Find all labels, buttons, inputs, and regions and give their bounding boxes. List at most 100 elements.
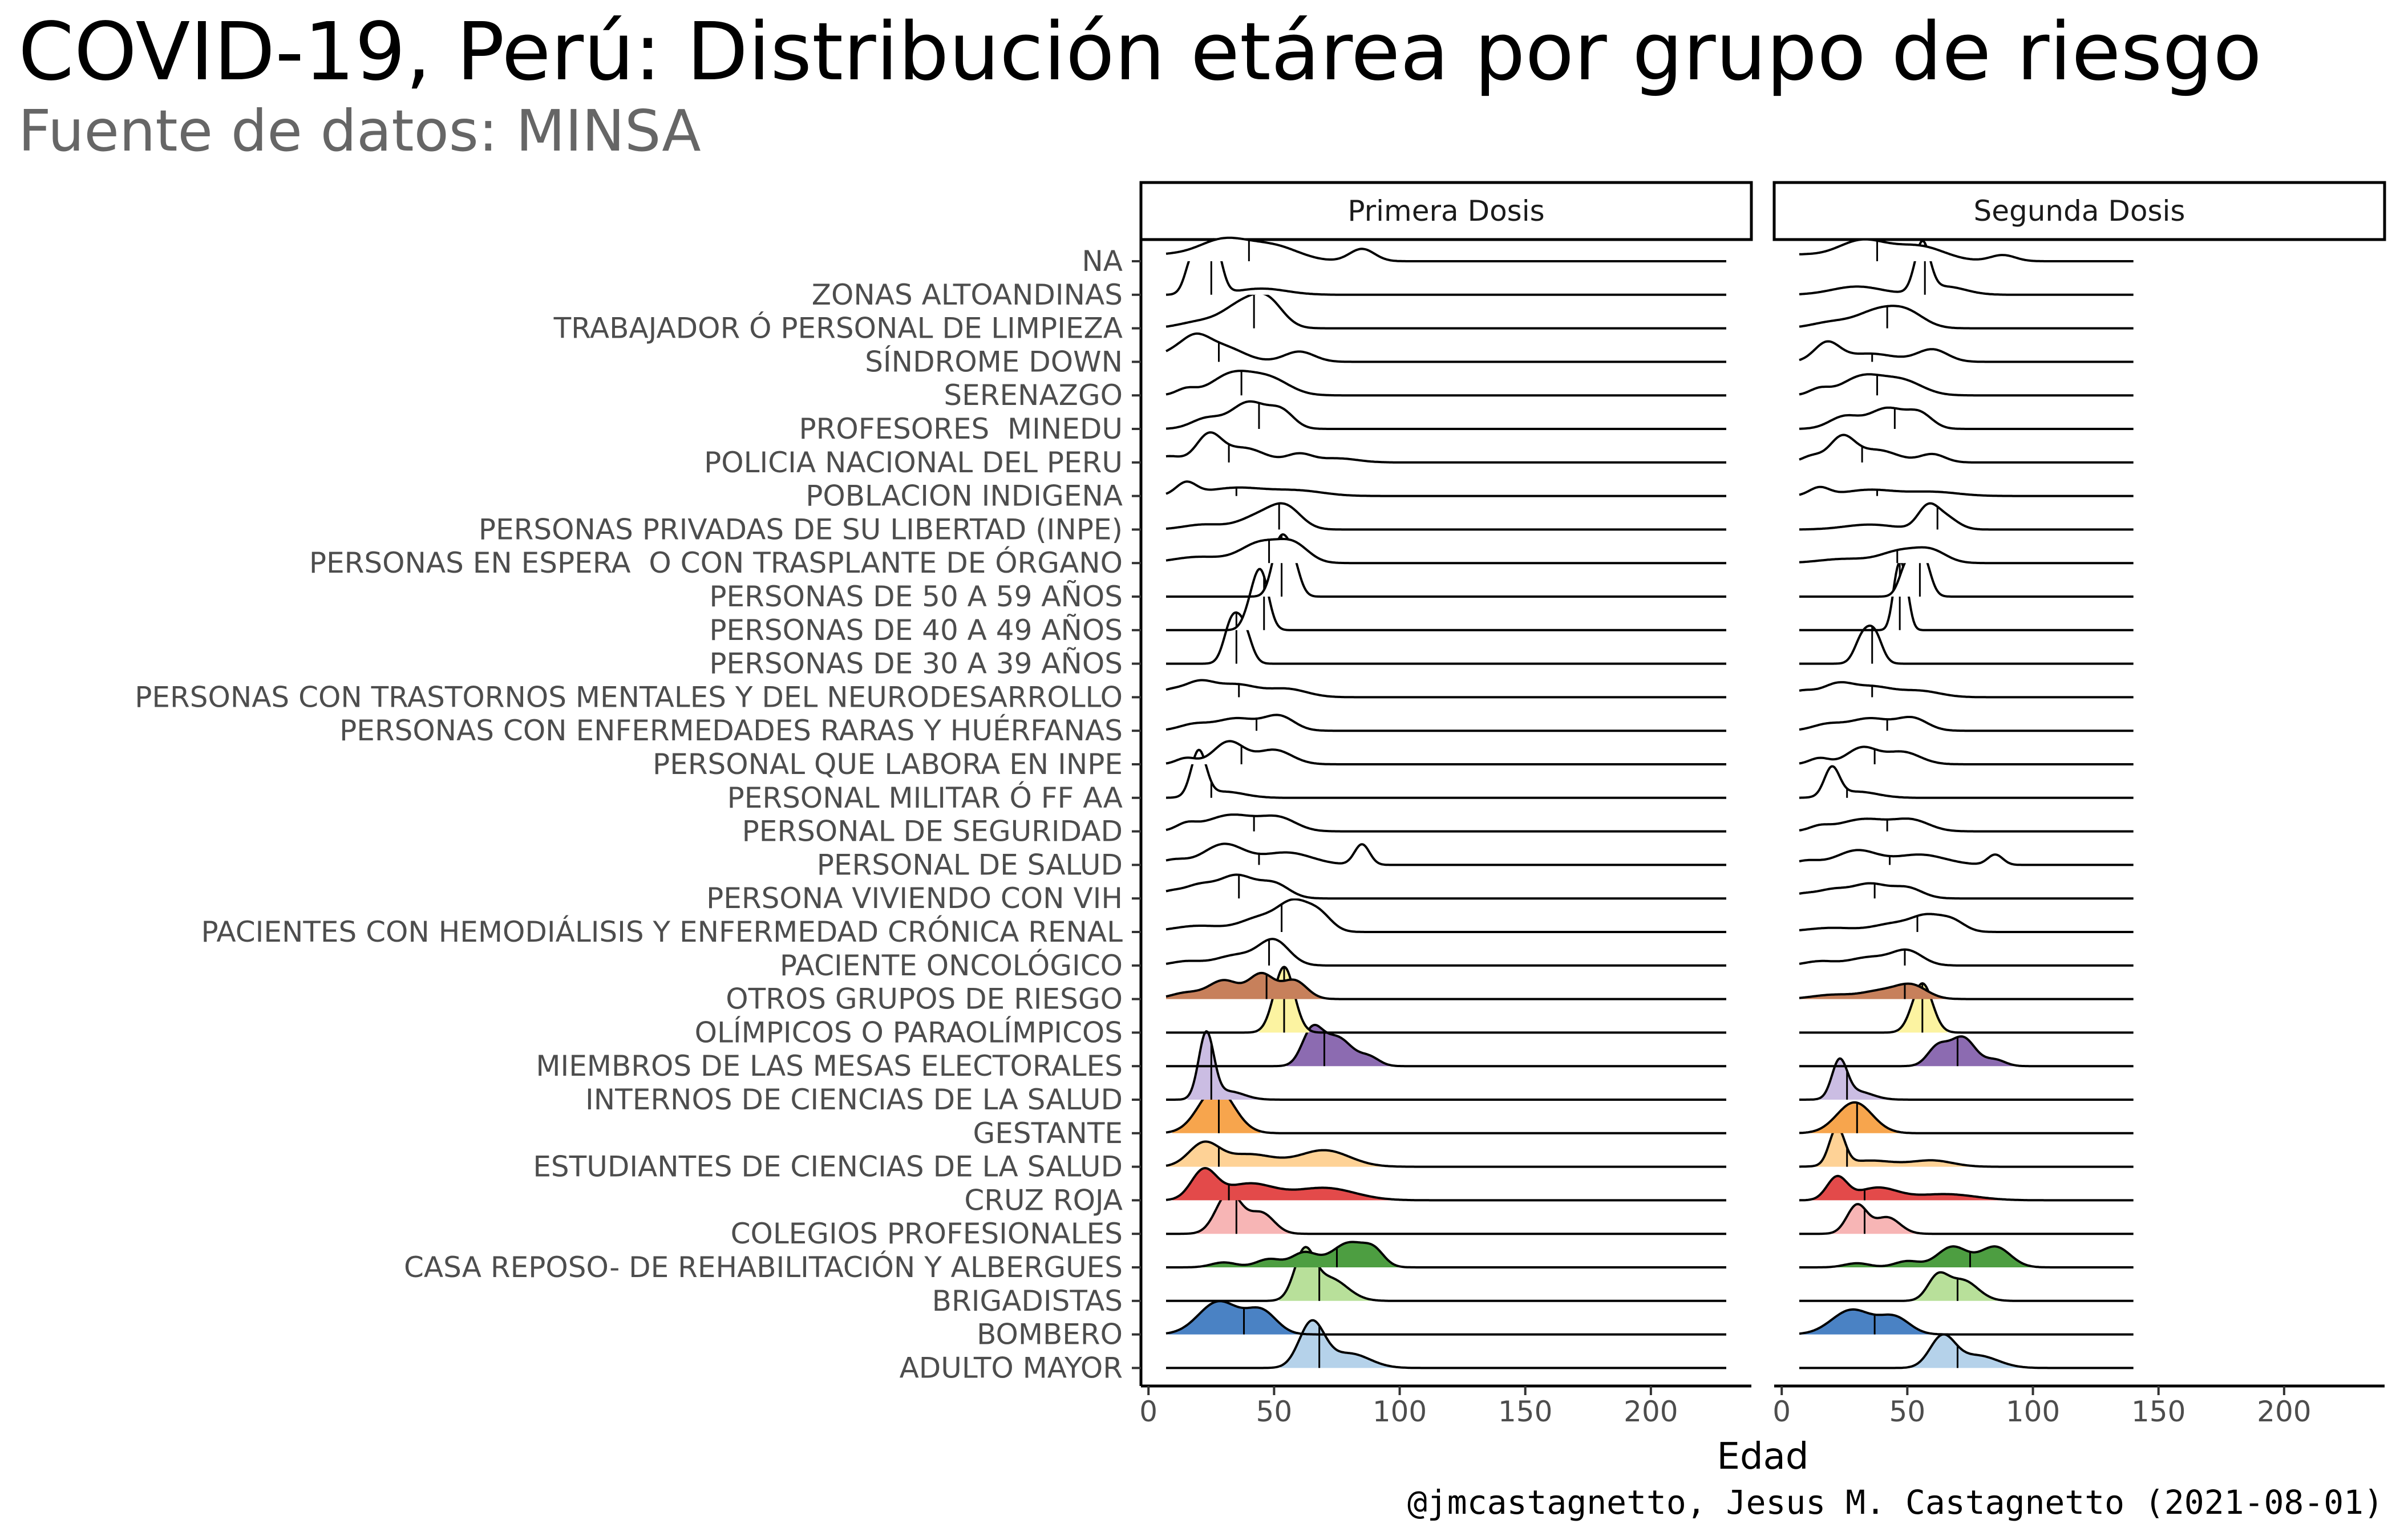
ridge-line xyxy=(1799,716,2134,732)
ridge-area xyxy=(1166,293,1307,329)
ridge-line xyxy=(1166,533,1726,598)
y-tick-label: CRUZ ROJA xyxy=(964,1184,1123,1217)
ridge-line xyxy=(1799,745,2134,765)
ridge-area xyxy=(1912,1272,2001,1301)
ridge-line xyxy=(1799,625,2134,665)
ridge-area xyxy=(1212,612,1263,664)
ridge-line xyxy=(1799,982,2134,1034)
ridge-area xyxy=(1166,1141,1387,1167)
ridge-line xyxy=(1799,305,2134,330)
ridge-line xyxy=(1166,568,1726,631)
ridge-line xyxy=(1166,966,1726,1034)
ridge-line xyxy=(1799,240,2134,296)
ridge-line xyxy=(1165,1300,1726,1336)
y-tick-label: PERSONAS CON ENFERMEDADES RARAS Y HUÉRFA… xyxy=(339,714,1123,747)
ridge-line xyxy=(1166,1246,1726,1302)
y-tick-label: ZONAS ALTOANDINAS xyxy=(812,278,1123,311)
ridge-area xyxy=(1807,503,1977,530)
ridge-area xyxy=(1799,341,1970,362)
ridge-area xyxy=(1802,1309,1933,1335)
ridge-area xyxy=(1807,407,1952,429)
x-axis-title: Edad xyxy=(1717,1436,1809,1478)
y-tick-label: TRABAJADOR Ó PERSONAL DE LIMPIEZA xyxy=(553,311,1123,345)
y-tick-label: PERSONAS CON TRASTORNOS MENTALES Y DEL N… xyxy=(135,680,1123,714)
ridge-line xyxy=(1166,1319,1726,1369)
ridge-area xyxy=(1807,766,1908,798)
x-tick-label: 0 xyxy=(1139,1395,1157,1428)
facet-panel: Primera Dosis 0 50 100 150 200 xyxy=(1139,181,1753,1428)
y-tick-label: POLICIA NACIONAL DEL PERU xyxy=(704,446,1123,479)
ridge-area xyxy=(1166,972,1326,999)
x-tick-label: 50 xyxy=(1256,1395,1293,1428)
ridge-line xyxy=(1165,714,1726,732)
facet-strip-label: Primera Dosis xyxy=(1347,194,1544,228)
ridge-line xyxy=(1166,611,1726,665)
ridge-area xyxy=(1260,534,1311,597)
chart-title: COVID-19, Perú: Distribución etárea por … xyxy=(18,6,2262,99)
x-tick-label: 100 xyxy=(2006,1395,2060,1428)
ridge-line xyxy=(1165,813,1726,833)
ridge-line xyxy=(1799,548,2134,598)
ridge-line xyxy=(1165,370,1726,397)
ridge-line xyxy=(1165,898,1726,933)
x-tick-label: 150 xyxy=(1498,1395,1552,1428)
y-tick-label: PERSONAL QUE LABORA EN INPE xyxy=(653,748,1123,781)
y-tick-label: OLÍMPICOS O PARAOLÍMPICOS xyxy=(695,1015,1123,1049)
y-tick-label: PERSONAS PRIVADAS DE SU LIBERTAD (INPE) xyxy=(479,513,1123,546)
ridge-line xyxy=(1799,485,2134,497)
ridge-line xyxy=(1799,546,2134,565)
x-tick-label: 50 xyxy=(1889,1395,1926,1428)
ridge-line xyxy=(1799,817,2134,833)
ridge-line xyxy=(1799,681,2134,699)
ridge-line xyxy=(1166,1024,1726,1068)
ridge-area xyxy=(1166,715,1317,731)
y-tick-label: BOMBERO xyxy=(977,1318,1123,1351)
ridge-area xyxy=(1168,401,1313,429)
facet-strip xyxy=(1772,181,2386,241)
ridge-line xyxy=(1165,238,1726,296)
ridge-area xyxy=(1888,549,1941,597)
y-tick-label: PERSONAS EN ESPERA O CON TRASPLANTE DE Ó… xyxy=(309,546,1123,579)
ridge-line xyxy=(1165,502,1726,531)
ridge-area xyxy=(1799,850,2014,865)
ridge-line xyxy=(1799,433,2134,464)
ridge-line xyxy=(1799,882,2134,900)
ridge-line xyxy=(1165,431,1726,464)
ridge-area xyxy=(1197,1192,1293,1234)
ridge-line xyxy=(1799,406,2134,430)
ridge-area xyxy=(1799,435,1964,463)
ridge-line xyxy=(1799,1101,2134,1134)
ridge-line xyxy=(1799,502,2134,531)
ridge-area xyxy=(1187,1031,1267,1100)
ridge-area xyxy=(1832,1204,1919,1234)
ridge-area xyxy=(1799,374,1953,396)
ridge-line xyxy=(1165,971,1726,1000)
ridge-area xyxy=(1166,899,1351,932)
chart-caption: @jmcastagnetto, Jesus M. Castagnetto (20… xyxy=(1407,1483,2383,1522)
y-tick-label: NA xyxy=(1082,245,1123,278)
ridge-line xyxy=(1799,1271,2134,1302)
ridge-line xyxy=(1799,560,2134,631)
y-tick-label: PROFESORES MINEDU xyxy=(799,412,1123,445)
y-tick-label: PERSONAS DE 50 A 59 AÑOS xyxy=(709,580,1123,613)
chart-subtitle: Fuente de datos: MINSA xyxy=(18,98,701,164)
y-tick-label: BRIGADISTAS xyxy=(932,1284,1123,1318)
x-tick-label: 100 xyxy=(1373,1395,1427,1428)
ridge-line xyxy=(1166,1241,1726,1269)
ridge-line xyxy=(1799,765,2134,799)
ridge-line xyxy=(1799,238,2134,262)
ridge-area xyxy=(1280,1320,1400,1368)
ridge-area xyxy=(1192,1242,1400,1267)
ridge-line xyxy=(1166,1030,1726,1101)
ridge-line xyxy=(1166,1191,1726,1235)
ridge-area xyxy=(1166,680,1337,698)
ridge-area xyxy=(1911,1334,2028,1368)
ridge-area xyxy=(1166,503,1325,530)
ridge-line xyxy=(1799,340,2134,363)
x-tick-label: 150 xyxy=(2131,1395,2185,1428)
facet-strip xyxy=(1139,181,1753,241)
facet-panel: Segunda Dosis 0 50 100 150 200 xyxy=(1772,181,2386,1428)
ridge-area xyxy=(1799,682,1970,698)
ridge-line xyxy=(1165,480,1726,497)
